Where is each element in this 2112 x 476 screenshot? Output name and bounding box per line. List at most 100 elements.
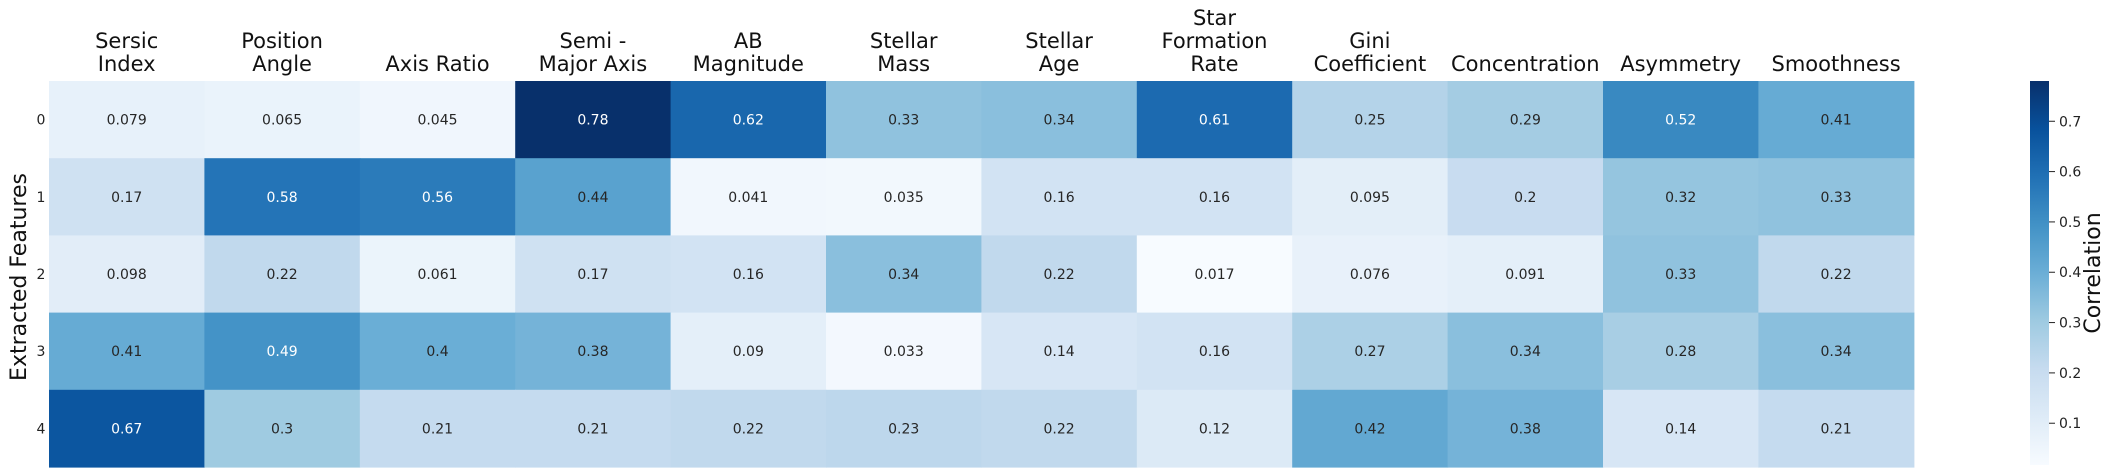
column-label: AB <box>734 29 763 53</box>
heatmap-cell <box>1603 81 1759 159</box>
cell-value-label: 0.4 <box>426 344 448 360</box>
cell-value-label: 0.045 <box>417 113 457 129</box>
cell-value-label: 0.16 <box>1199 190 1230 206</box>
cell-value-label: 0.21 <box>1821 421 1852 437</box>
cell-value-label: 0.061 <box>417 267 457 283</box>
heatmap-cell <box>670 81 827 159</box>
column-label: Asymmetry <box>1620 52 1741 76</box>
colorbar-tick-label: 0.5 <box>2059 215 2081 231</box>
heatmap-cell <box>204 312 361 391</box>
cell-value-label: 0.61 <box>1199 113 1230 129</box>
heatmap-cell <box>826 235 982 314</box>
cell-value-label: 0.017 <box>1194 267 1234 283</box>
column-label: Axis Ratio <box>385 52 489 76</box>
column-label: Coefficient <box>1314 52 1427 76</box>
row-label: 4 <box>37 421 46 437</box>
cell-value-label: 0.33 <box>1821 190 1852 206</box>
column-label: Smoothness <box>1772 52 1901 76</box>
colorbar-tick-label: 0.4 <box>2059 265 2081 281</box>
heatmap-cell <box>1292 389 1449 468</box>
cell-value-label: 0.22 <box>1821 267 1852 283</box>
heatmap-cell <box>826 389 982 468</box>
heatmap-cell <box>49 235 205 314</box>
cell-value-label: 0.58 <box>267 190 298 206</box>
colorbar-ticks: 0.1 0.2 0.3 0.4 0.5 0.6 0.7 <box>2049 114 2081 432</box>
cell-value-label: 0.095 <box>1350 190 1390 206</box>
heatmap-cell <box>1758 235 1915 314</box>
cell-value-label: 0.098 <box>107 267 147 283</box>
colorbar-tick-label: 0.2 <box>2059 366 2081 382</box>
cell-value-label: 0.3 <box>271 421 293 437</box>
heatmap-cell <box>515 235 672 314</box>
cell-value-label: 0.44 <box>577 190 608 206</box>
heatmap-cell <box>1447 158 1604 236</box>
column-label: Rate <box>1190 52 1238 76</box>
cell-value-label: 0.2 <box>1514 190 1536 206</box>
cell-value-label: 0.041 <box>728 190 768 206</box>
heatmap-cells: 0.079 0.065 0.045 0.78 0.62 0.33 0.34 0.61 0.25 0… <box>49 81 1915 468</box>
colorbar-title: Correlation <box>2081 212 2106 333</box>
colorbar-tick-label: 0.1 <box>2059 416 2081 432</box>
heatmap-cell <box>1136 158 1293 236</box>
row-labels: 0 1 2 3 4 <box>37 113 46 438</box>
heatmap-cell <box>1136 235 1293 314</box>
colorbar-tick-label: 0.7 <box>2059 114 2081 130</box>
heatmap-cell <box>359 158 516 236</box>
heatmap-cell <box>49 312 205 391</box>
cell-value-label: 0.22 <box>1044 421 1075 437</box>
cell-value-label: 0.22 <box>267 267 298 283</box>
heatmap-cell <box>1136 389 1293 468</box>
heatmap-cell <box>670 389 827 468</box>
cell-value-label: 0.14 <box>1665 421 1696 437</box>
heatmap-cell <box>359 81 516 159</box>
heatmap-cell <box>1292 312 1449 391</box>
heatmap-cell <box>1292 158 1449 236</box>
colorbar: 0.1 0.2 0.3 0.4 0.5 0.6 0.7 Correlation <box>2030 81 2106 465</box>
heatmap-cell <box>204 235 361 314</box>
cell-value-label: 0.78 <box>577 113 608 129</box>
row-label: 1 <box>37 190 46 206</box>
cell-value-label: 0.52 <box>1665 113 1696 129</box>
heatmap-cell <box>1603 158 1759 236</box>
cell-value-label: 0.38 <box>1510 421 1541 437</box>
heatmap-cell <box>1292 81 1449 159</box>
heatmap-cell <box>49 389 205 468</box>
cell-value-label: 0.12 <box>1199 421 1230 437</box>
colorbar-tick-label: 0.3 <box>2059 316 2081 332</box>
heatmap-cell <box>359 235 516 314</box>
colorbar-tick-label: 0.6 <box>2059 165 2081 181</box>
cell-value-label: 0.27 <box>1354 344 1385 360</box>
column-label: Mass <box>877 52 930 76</box>
column-label: Gini <box>1349 29 1390 53</box>
cell-value-label: 0.32 <box>1665 190 1696 206</box>
heatmap-cell <box>670 158 827 236</box>
heatmap-cell <box>981 389 1138 468</box>
heatmap-cell <box>204 389 361 468</box>
column-label: Stellar <box>1025 29 1093 53</box>
heatmap-cell <box>670 235 827 314</box>
heatmap-cell <box>826 81 982 159</box>
cell-value-label: 0.035 <box>884 190 924 206</box>
column-label: Concentration <box>1451 52 1600 76</box>
cell-value-label: 0.34 <box>888 267 919 283</box>
cell-value-label: 0.076 <box>1350 267 1390 283</box>
heatmap-cell <box>49 158 205 236</box>
cell-value-label: 0.21 <box>577 421 608 437</box>
cell-value-label: 0.25 <box>1354 113 1385 129</box>
column-label: Semi - <box>560 29 627 53</box>
heatmap-cell <box>981 81 1138 159</box>
heatmap-cell <box>204 158 361 236</box>
cell-value-label: 0.065 <box>262 113 302 129</box>
heatmap-cell <box>1447 81 1604 159</box>
y-axis-title: Extracted Features <box>7 173 32 381</box>
heatmap-cell <box>204 81 361 159</box>
column-label: Formation <box>1162 29 1268 53</box>
column-label: Age <box>1039 52 1080 76</box>
heatmap-cell <box>1447 312 1604 391</box>
cell-value-label: 0.21 <box>422 421 453 437</box>
heatmap-cell <box>1292 235 1449 314</box>
column-label: Sersic <box>95 29 158 53</box>
heatmap-cell <box>981 312 1138 391</box>
row-label: 3 <box>37 344 46 360</box>
